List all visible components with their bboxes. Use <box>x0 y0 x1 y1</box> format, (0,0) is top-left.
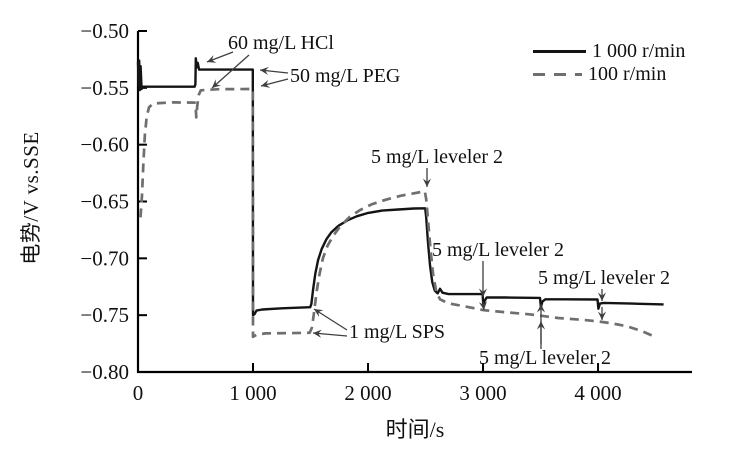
y-tick-label: −0.75 <box>80 303 129 327</box>
y-tick-label: −0.55 <box>80 76 129 100</box>
legend-dashed-line-swatch <box>533 73 582 76</box>
annotation-arrow-peg <box>260 78 289 88</box>
annotation-arrow-hcl <box>211 54 250 89</box>
y-tick-label: −0.65 <box>80 190 129 214</box>
legend-solid-line-swatch <box>533 50 586 53</box>
x-tick-label: 4 000 <box>574 381 621 405</box>
annotation-label-hcl: 60 mg/L HCl <box>228 32 334 54</box>
annotation-arrow-peg <box>259 66 289 75</box>
y-tick-label: −0.70 <box>80 246 129 270</box>
legend-item-100rpm: 100 r/min <box>533 63 685 86</box>
x-tick-label: 0 <box>133 381 144 405</box>
y-axis-title: 电势/V vs.SSE <box>19 131 43 265</box>
annotation-label-sps: 1 mg/L SPS <box>349 321 445 343</box>
annotation-arrow-hcl <box>206 51 234 63</box>
annotation-label-leveler-3: 5 mg/L leveler 2 <box>538 267 670 289</box>
annotation-label-peg: 50 mg/L PEG <box>290 65 400 87</box>
x-tick-label: 1 000 <box>229 381 276 405</box>
annotation-label-leveler-4: 5 mg/L leveler 2 <box>479 347 611 369</box>
y-tick-label: −0.60 <box>80 133 129 157</box>
x-axis-title: 时间/s <box>385 417 445 442</box>
y-tick-label: −0.50 <box>80 19 129 43</box>
x-tick-label: 3 000 <box>459 381 506 405</box>
y-tick-label: −0.80 <box>80 360 129 384</box>
legend-item-1000rpm: 1 000 r/min <box>533 40 685 63</box>
legend: 1 000 r/min 100 r/min <box>533 40 685 86</box>
legend-label-1000rpm: 1 000 r/min <box>592 40 686 62</box>
annotation-arrow-sps <box>312 329 348 338</box>
annotation-arrow-sps <box>313 308 348 331</box>
annotation-label-leveler-1: 5 mg/L leveler 2 <box>371 146 503 168</box>
series-line-solid <box>136 57 664 317</box>
annotation-arrow-leveler-2 <box>478 301 488 311</box>
x-tick-label: 2 000 <box>344 381 391 405</box>
legend-label-100rpm: 100 r/min <box>588 63 667 85</box>
annotation-label-leveler-2: 5 mg/L leveler 2 <box>432 239 564 261</box>
